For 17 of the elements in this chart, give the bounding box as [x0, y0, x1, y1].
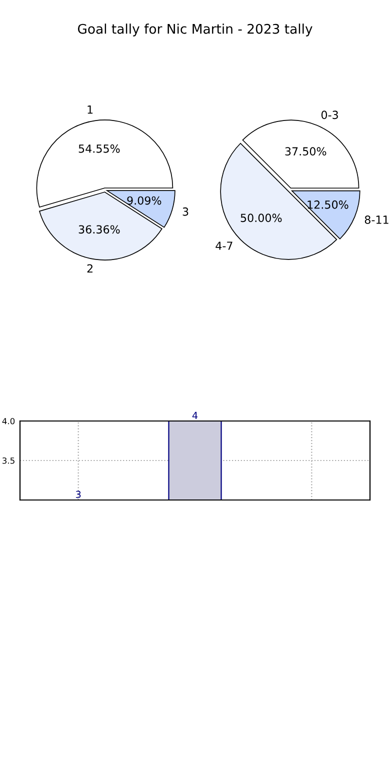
slice-label: 2	[87, 264, 92, 272]
data-label: 3	[76, 490, 81, 498]
slice-label: 1	[88, 106, 93, 114]
data-label: 50.00%	[240, 214, 282, 222]
slice-label: 8-11	[364, 216, 388, 224]
slice-label: 3	[182, 207, 188, 216]
data-label: 54.55%	[78, 144, 120, 153]
y-tick-label: 4.0	[2, 418, 15, 424]
data-label: 9.09%	[127, 196, 162, 205]
data-label: 36.36%	[78, 225, 120, 234]
data-label: 4	[192, 412, 198, 419]
data-label: 12.50%	[308, 200, 348, 209]
chart-title: Goal tally for Nic Martin - 2023 tally	[78, 24, 312, 36]
slice-label: 0-3	[321, 110, 338, 120]
y-tick-label: 3.5	[2, 457, 14, 464]
slice-label: 4-7	[216, 242, 232, 250]
data-label: 37.50%	[285, 147, 326, 156]
